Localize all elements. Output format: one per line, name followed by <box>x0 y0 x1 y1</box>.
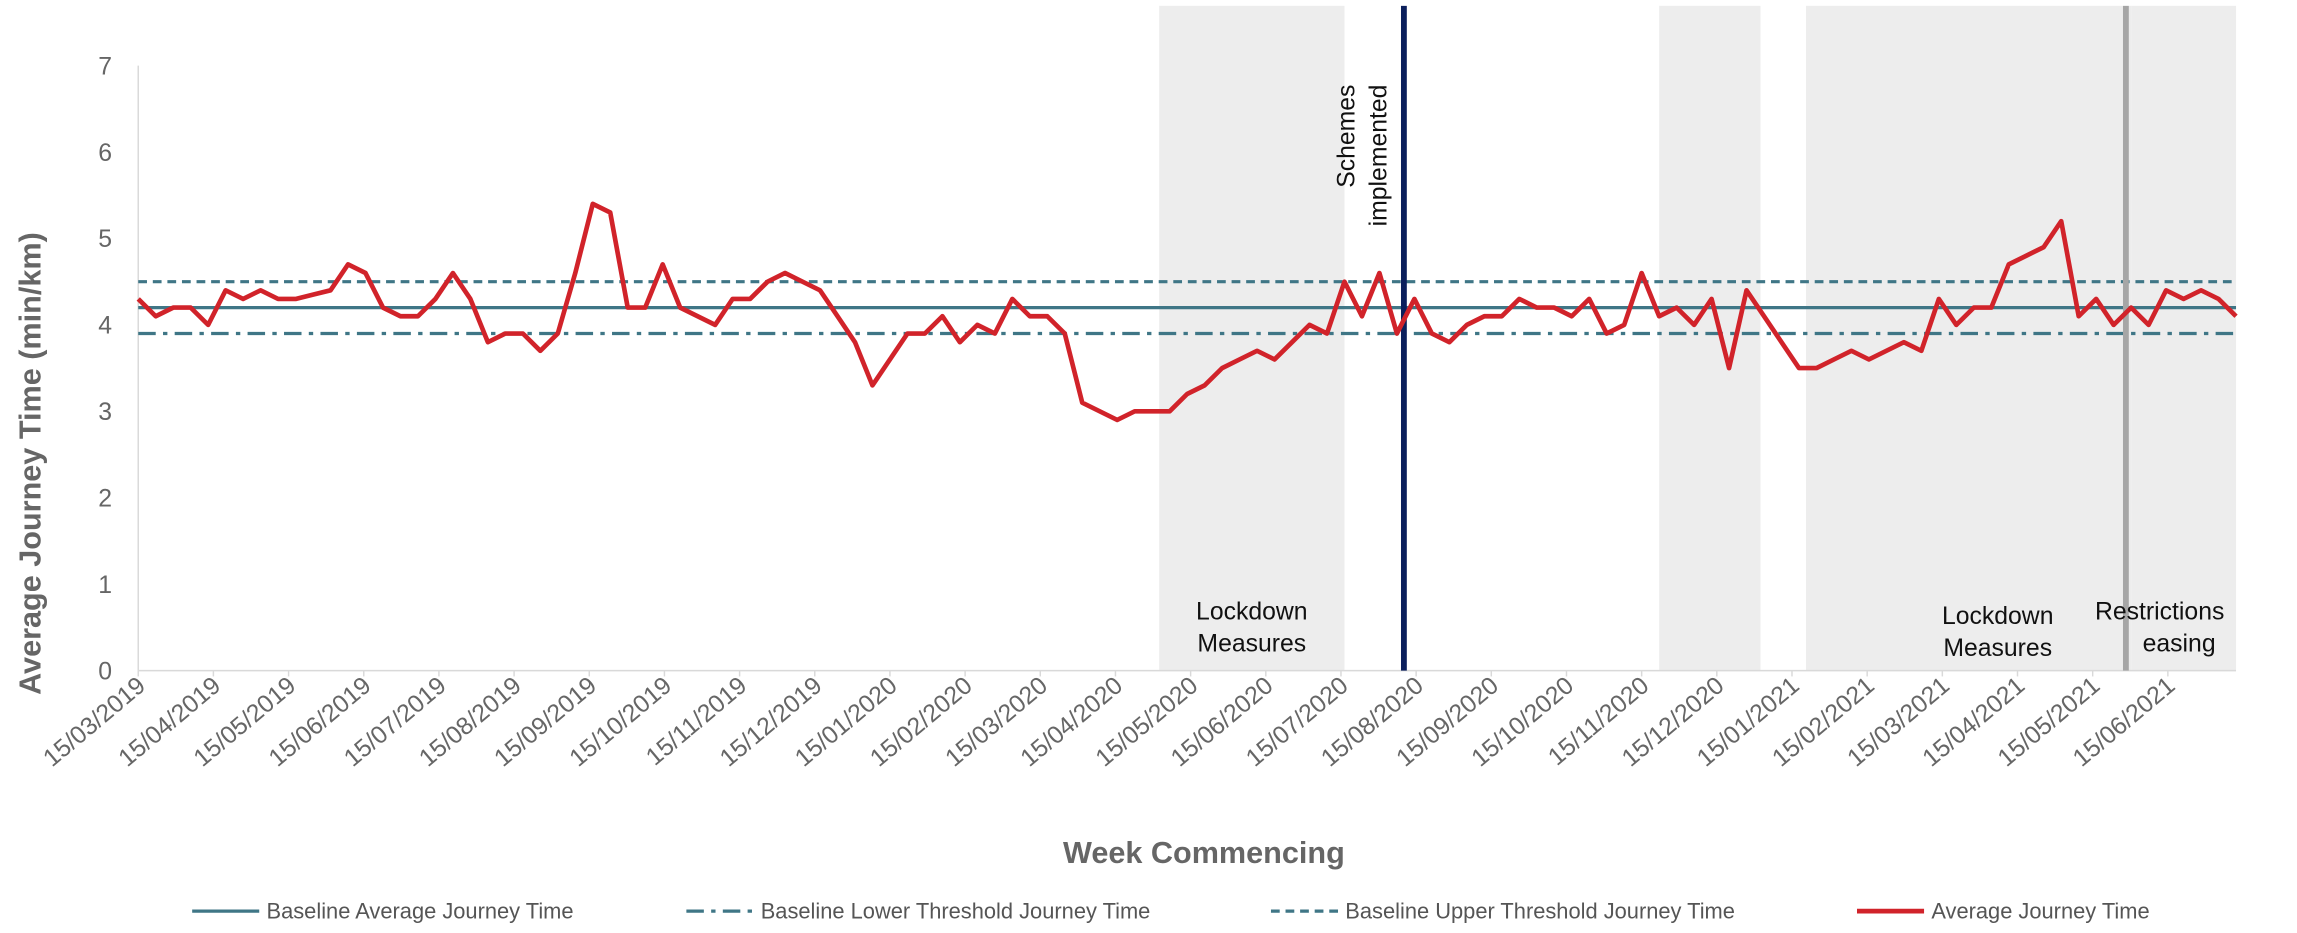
y-tick-label: 6 <box>98 140 112 167</box>
x-axis-title: Week Commencing <box>1063 836 1345 870</box>
shaded-period <box>1659 5 1761 671</box>
shaded-period <box>2131 5 2237 671</box>
period-label: easing <box>2143 631 2216 658</box>
period-label: Measures <box>1197 631 1306 658</box>
period-label: Lockdown <box>1196 599 1308 626</box>
event-label: Schemes <box>1333 85 1360 188</box>
period-label: Lockdown <box>1942 603 2054 630</box>
legend-label: Baseline Lower Threshold Journey Time <box>761 898 1151 923</box>
legend-label: Baseline Average Journey Time <box>267 898 574 923</box>
legend-label: Baseline Upper Threshold Journey Time <box>1345 898 1735 923</box>
shaded-period <box>1805 5 2132 671</box>
y-tick-label: 3 <box>98 399 112 426</box>
y-tick-label: 1 <box>98 572 112 599</box>
y-tick-label: 5 <box>98 226 112 253</box>
series-line <box>136 201 2238 423</box>
shaded-period <box>1159 5 1345 671</box>
y-tick-label: 7 <box>98 53 112 80</box>
y-axis-title: Average Journey Time (min/km) <box>14 232 48 695</box>
period-label: Restrictions <box>2095 599 2224 626</box>
y-tick-label: 2 <box>98 485 112 512</box>
period-label: Measures <box>1943 635 2052 662</box>
y-tick-label: 4 <box>98 313 112 340</box>
event-label: implemented <box>1365 85 1392 227</box>
legend-label: Average Journey Time <box>1931 898 2149 923</box>
y-tick-label: 0 <box>98 658 112 685</box>
